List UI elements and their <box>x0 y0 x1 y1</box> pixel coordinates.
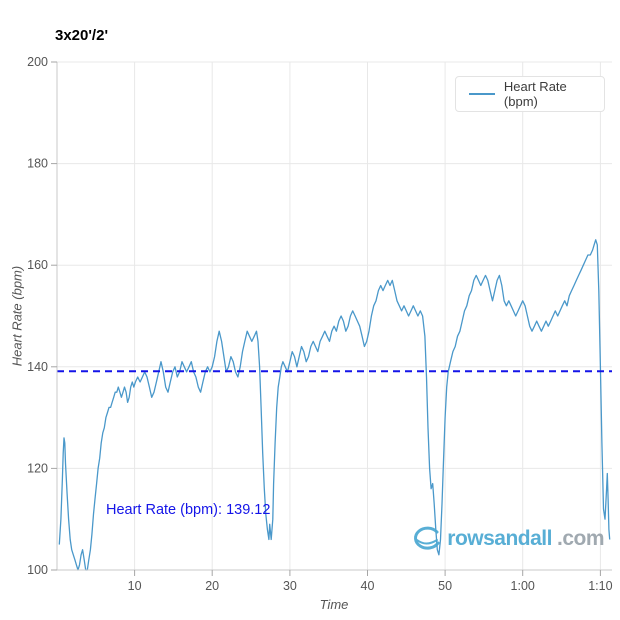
legend-label: Heart Rate (bpm) <box>503 79 567 109</box>
y-tick-label: 100 <box>27 563 48 577</box>
rowsandall-logo-icon <box>414 526 440 550</box>
y-tick-label: 120 <box>27 461 48 475</box>
legend: Heart Rate (bpm) <box>455 76 605 112</box>
y-tick-label: 180 <box>27 157 48 171</box>
y-tick-label: 200 <box>27 55 48 69</box>
heart-rate-line <box>58 239 611 571</box>
hr-average-annotation: Heart Rate (bpm): 139.12 <box>106 502 271 518</box>
chart-title: 3x20'/2' <box>55 27 109 44</box>
x-tick-label: 1:00 <box>511 579 535 593</box>
x-tick-label: 10 <box>128 579 142 593</box>
y-axis-title: Heart Rate (bpm) <box>9 265 25 367</box>
watermark-rowsandall[interactable]: rowsandall .com <box>408 526 605 552</box>
watermark-tld: .com <box>556 527 605 550</box>
legend-line-sample <box>469 93 495 95</box>
x-axis-title: Time <box>319 597 349 612</box>
x-tick-label: 40 <box>361 579 375 593</box>
x-tick-label: 1:10 <box>588 579 612 593</box>
watermark-name: rowsandall <box>447 527 552 550</box>
x-tick-label: 30 <box>283 579 297 593</box>
x-tick-label: 20 <box>205 579 219 593</box>
x-tick-label: 50 <box>438 579 452 593</box>
y-tick-label: 160 <box>27 258 48 272</box>
y-tick-label: 140 <box>27 360 48 374</box>
